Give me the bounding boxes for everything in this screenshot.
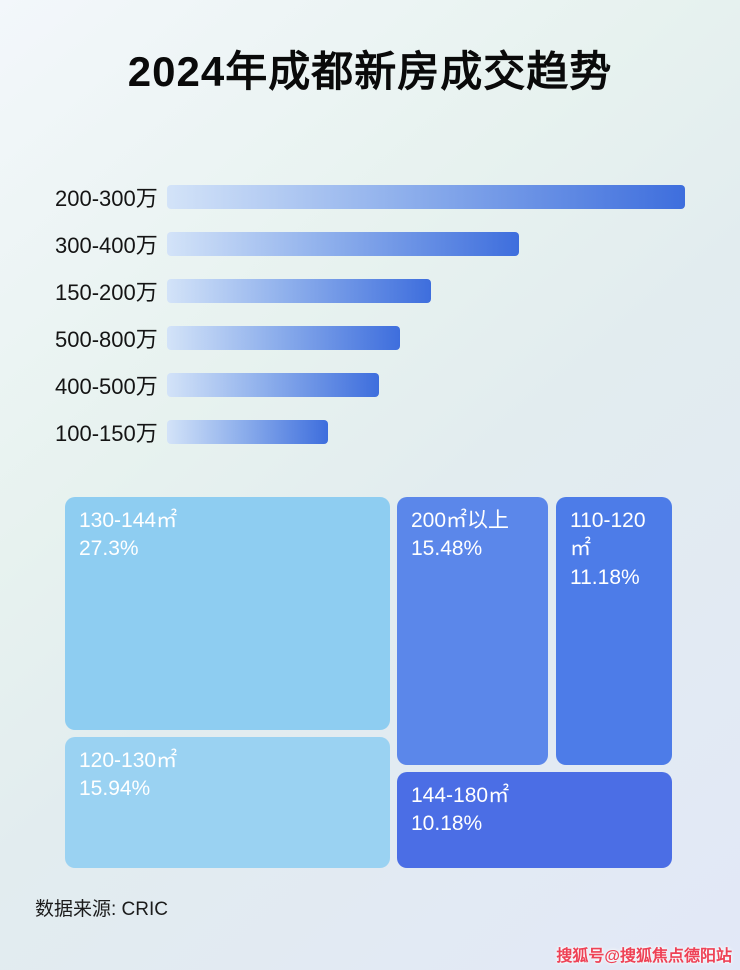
bar-row: 150-200万 — [55, 279, 685, 305]
bar — [167, 185, 685, 209]
bar-track — [167, 279, 685, 303]
page-title: 2024年成都新房成交趋势 — [127, 48, 613, 95]
watermark-text: 搜狐号@搜狐焦点德阳站 — [556, 948, 732, 965]
bar-track — [167, 326, 685, 350]
treemap-block: 130-144㎡ 27.3% — [65, 497, 390, 730]
bar-category-label: 150-200万 — [55, 280, 158, 305]
bar-category-label: 400-500万 — [55, 374, 158, 399]
bar-track — [167, 373, 685, 397]
treemap-block-label: 144-180㎡ — [411, 784, 510, 807]
bar — [167, 420, 328, 444]
treemap-block-value: 10.18% — [411, 812, 483, 836]
treemap-block: 120-130㎡ 15.94% — [65, 737, 390, 868]
bar-category-label: 300-400万 — [55, 233, 158, 258]
treemap-block: 144-180㎡ 10.18% — [397, 772, 672, 868]
bar-track — [167, 420, 685, 444]
treemap-block-value: 11.18% — [570, 565, 640, 589]
bar-row: 200-300万 — [55, 185, 685, 211]
bar-track — [167, 185, 685, 209]
bar-row: 100-150万 — [55, 420, 685, 446]
treemap-block-value: 27.3% — [79, 537, 139, 561]
price-range-bar-chart: 200-300万 300-400万 150-200万 500-800万 400- — [55, 185, 685, 467]
treemap-block-value: 15.48% — [411, 537, 483, 561]
bar-row: 500-800万 — [55, 326, 685, 352]
bar-row: 300-400万 — [55, 232, 685, 258]
bar — [167, 232, 520, 256]
bar — [167, 326, 401, 350]
treemap-block-label: 130-144㎡ — [79, 509, 178, 532]
bar — [167, 279, 432, 303]
bar-category-label: 100-150万 — [55, 421, 158, 446]
bar-category-label: 200-300万 — [55, 186, 158, 211]
data-source-note: 数据来源: CRIC — [35, 899, 169, 920]
bar-track — [167, 232, 685, 256]
bar — [167, 373, 380, 397]
treemap-block-label: 110-120㎡ — [570, 509, 646, 561]
area-share-treemap: 130-144㎡ 27.3% 200㎡以上 15.48% 110-120㎡ 11… — [65, 497, 672, 868]
treemap-block: 110-120㎡ 11.18% — [556, 497, 672, 765]
bar-row: 400-500万 — [55, 373, 685, 399]
bar-category-label: 500-800万 — [55, 327, 158, 352]
treemap-block-value: 15.94% — [79, 777, 151, 801]
treemap-block-label: 200㎡以上 — [411, 509, 510, 532]
treemap-block: 200㎡以上 15.48% — [397, 497, 548, 765]
treemap-block-label: 120-130㎡ — [79, 749, 178, 772]
